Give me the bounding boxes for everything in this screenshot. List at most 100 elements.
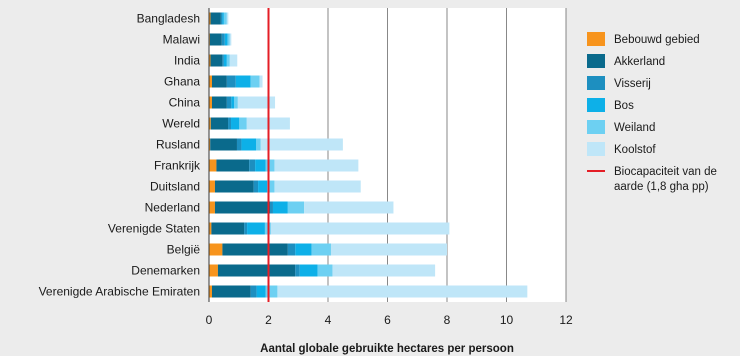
category-label: België — [167, 243, 201, 257]
bar-segment — [269, 201, 273, 214]
bar-segment — [311, 243, 331, 256]
bar-segment — [209, 159, 217, 172]
bar-segment — [217, 264, 296, 277]
bar-segment — [209, 285, 212, 298]
legend: Bebouwd gebied Akkerland Visserij Bos Weilan… — [587, 32, 717, 193]
legend-swatch — [587, 76, 605, 90]
bar-segment — [209, 117, 211, 130]
category-label: Bangladesh — [137, 12, 200, 26]
x-tick-label: 8 — [444, 313, 451, 327]
bar-segment — [332, 264, 436, 277]
x-tick-label: 12 — [559, 313, 573, 327]
bar-segment — [209, 180, 215, 193]
x-tick-label: 6 — [384, 313, 391, 327]
category-label: Verenigde Staten — [108, 222, 200, 236]
bar-segment — [210, 117, 229, 130]
category-label: Wereld — [162, 117, 200, 131]
bar-segment — [249, 159, 256, 172]
legend-label: Biocapaciteit van de aarde (1,8 gha pp) — [614, 166, 717, 193]
bar-segment — [209, 54, 211, 67]
bar-segment — [229, 33, 232, 46]
bar-segment — [214, 201, 270, 214]
bar-segment — [226, 96, 232, 109]
bar-segment — [295, 264, 300, 277]
bar-segment — [231, 117, 240, 130]
bar-segment — [210, 54, 223, 67]
category-label: China — [169, 96, 201, 110]
bar-segment — [295, 243, 312, 256]
legend-swatch — [587, 54, 605, 68]
bar-segment — [226, 75, 236, 88]
bar-segment — [287, 243, 296, 256]
x-tick-label: 2 — [265, 313, 272, 327]
bar-segment — [256, 138, 261, 151]
x-tick-label: 10 — [500, 313, 514, 327]
bar-segment — [247, 222, 265, 235]
bar-segment — [227, 33, 230, 46]
legend-label: Koolstof — [614, 144, 656, 156]
legend-swatch — [587, 142, 605, 156]
category-label: Denemarken — [131, 264, 200, 278]
bar-segment — [211, 96, 227, 109]
legend-label: Weiland — [614, 122, 655, 134]
bar-segment — [220, 12, 223, 25]
category-labels: Bangladesh Malawi India Ghana China Wereld Rus… — [39, 12, 201, 299]
bar-segment — [209, 96, 212, 109]
x-tick-label: 0 — [206, 313, 213, 327]
legend-label: Bebouwd gebied — [614, 34, 700, 46]
bar-segment — [216, 159, 250, 172]
bar-segment — [270, 222, 450, 235]
bar-segment — [226, 54, 230, 67]
bar-segment — [304, 201, 394, 214]
bar-segment — [211, 222, 245, 235]
bar-segment — [299, 264, 318, 277]
legend-swatch — [587, 98, 605, 112]
bar-segment — [223, 12, 227, 25]
bar-segment — [272, 201, 288, 214]
bars — [209, 12, 528, 298]
bar-segment — [222, 243, 288, 256]
bar-segment — [256, 285, 266, 298]
bar-segment — [209, 222, 212, 235]
bar-segment — [250, 285, 257, 298]
category-label: Ghana — [164, 75, 200, 89]
bar-segment — [267, 180, 275, 193]
bar-segment — [260, 138, 343, 151]
bar-segment — [234, 96, 238, 109]
bar-segment — [317, 264, 333, 277]
bar-segment — [211, 285, 251, 298]
category-label: Frankrijk — [154, 159, 201, 173]
bar-segment — [221, 33, 225, 46]
x-axis-title: Aantal globale gebruikte hectares per pe… — [260, 343, 514, 355]
bar-segment — [210, 12, 221, 25]
category-label: Malawi — [163, 33, 200, 47]
category-label: India — [174, 54, 200, 68]
bar-segment — [253, 180, 259, 193]
bar-segment — [244, 222, 248, 235]
bar-segment — [255, 159, 266, 172]
bar-segment — [224, 33, 228, 46]
category-label: Rusland — [156, 138, 200, 152]
bar-segment — [209, 201, 215, 214]
bar-segment — [222, 12, 224, 25]
bar-segment — [250, 75, 260, 88]
bar-segment — [214, 180, 254, 193]
legend-swatch — [587, 120, 605, 134]
bar-segment — [209, 33, 222, 46]
bar-segment — [209, 138, 211, 151]
legend-label: Akkerland — [614, 56, 665, 68]
bar-segment — [210, 138, 237, 151]
bar-segment — [222, 54, 224, 67]
bar-segment — [277, 285, 528, 298]
category-label: Nederland — [145, 201, 200, 215]
bar-segment — [209, 12, 211, 25]
bar-segment — [228, 117, 232, 130]
bar-segment — [287, 201, 305, 214]
bar-segment — [226, 12, 229, 25]
bar-segment — [259, 75, 263, 88]
legend-swatch — [587, 32, 605, 46]
bar-segment — [265, 285, 278, 298]
bar-segment — [209, 264, 218, 277]
bar-segment — [236, 138, 242, 151]
